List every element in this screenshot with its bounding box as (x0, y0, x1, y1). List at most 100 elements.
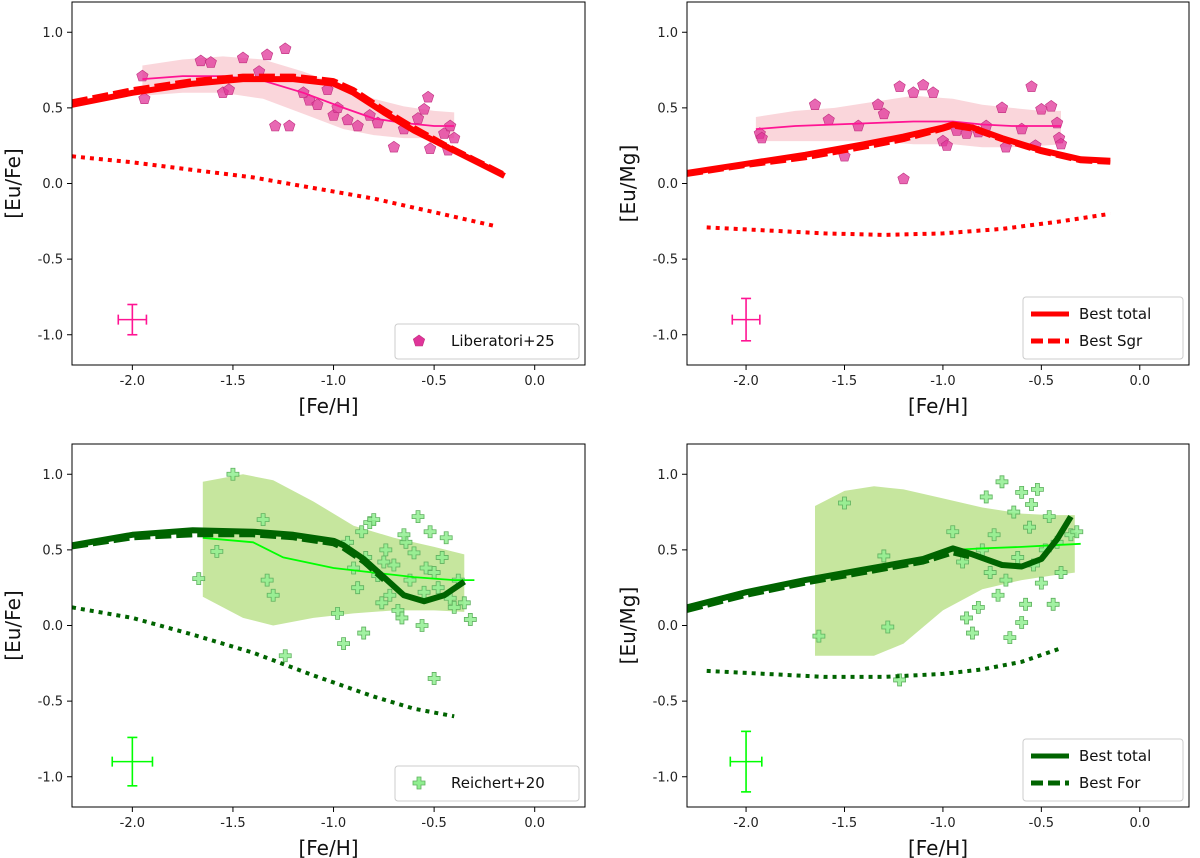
data-point (194, 54, 207, 67)
data-point (435, 551, 449, 564)
y-tick-label: 0.5 (42, 101, 63, 116)
x-tick-label: -1.5 (220, 374, 245, 389)
plot-area (72, 42, 506, 228)
x-axis-label: [Fe/H] (908, 394, 968, 418)
data-point (1023, 520, 1036, 534)
data-point (1007, 505, 1021, 519)
data-point (415, 619, 429, 632)
y-tick-label: 0.0 (42, 619, 63, 634)
series-line-dotted (72, 154, 495, 228)
data-point (755, 131, 768, 144)
y-tick-label: 0.5 (657, 543, 678, 558)
series-line-dotted (72, 605, 455, 719)
data-point (463, 613, 477, 626)
x-tick-label: -2.0 (733, 816, 758, 831)
panel-top-left: -2.0 -1.5 -1.0 -0.5 0.0 -1.0 -0.5 0.0 0.5 1.0 [Fe/… (1, 1, 586, 418)
series-line-dotted (706, 646, 1062, 679)
y-tick-label: -1.0 (653, 328, 678, 343)
data-point (881, 620, 895, 634)
series-line-solid (72, 76, 506, 179)
x-tick-label: -2.0 (733, 374, 758, 389)
y-tick-label: -0.5 (38, 253, 63, 268)
obs-trend-line (755, 120, 1061, 130)
data-point (907, 86, 920, 98)
series-line-dashed (72, 532, 386, 582)
y-tick-label: 0.0 (657, 177, 678, 192)
data-point (337, 637, 350, 651)
obs-trend-line (952, 542, 1081, 551)
data-point (1046, 597, 1060, 611)
data-point (399, 535, 413, 549)
x-axis-label: [Fe/H] (298, 394, 358, 418)
x-tick-label: 0.0 (524, 816, 545, 831)
data-point (897, 172, 910, 185)
data-point (1015, 616, 1029, 629)
y-tick-label: 0.0 (657, 619, 678, 634)
y-tick-label: 0.5 (42, 543, 63, 558)
data-point (808, 98, 822, 110)
data-point (423, 525, 437, 539)
data-point (983, 566, 997, 579)
data-point (439, 531, 453, 545)
data-point (991, 588, 1005, 602)
x-tick-label: -0.5 (1029, 816, 1054, 831)
data-point (341, 113, 354, 126)
x-tick-label: -1.0 (930, 816, 955, 831)
data-point (351, 119, 364, 132)
obs-trend-line (202, 536, 475, 581)
y-axis-label: [Eu/Mg] (616, 145, 640, 223)
series-line-dashed (72, 73, 506, 177)
y-tick-label: 1.0 (42, 26, 63, 41)
data-point (1045, 100, 1058, 112)
legend-label: Best Sgr (1079, 332, 1143, 350)
data-point (411, 510, 425, 523)
series-line-dashed (687, 550, 974, 613)
legend-label: Best total (1079, 747, 1151, 765)
x-tick-label: -1.5 (832, 816, 857, 831)
y-axis-label: [Eu/Mg] (616, 587, 640, 665)
data-point (995, 475, 1009, 489)
data-point (877, 107, 890, 120)
data-point (979, 490, 993, 504)
data-point (448, 131, 461, 144)
data-point (1025, 498, 1038, 511)
y-axis-label: [Eu/Fe] (1, 148, 25, 218)
data-point (269, 119, 282, 132)
data-point (960, 611, 973, 625)
x-tick-label: 0.0 (524, 374, 545, 389)
data-point (893, 673, 907, 687)
y-tick-label: 1.0 (657, 26, 678, 41)
y-tick-label: -0.5 (653, 695, 678, 710)
y-tick-label: 1.0 (657, 468, 678, 483)
legend-label: Liberatori+25 (451, 332, 555, 350)
data-point (283, 119, 296, 132)
panel-bottom-left: -2.0 -1.5 -1.0 -0.5 0.0 -1.0 -0.5 0.0 0.5 1.0 [Fe/… (1, 443, 586, 858)
data-point (1054, 137, 1068, 150)
data-point (424, 142, 437, 154)
data-point (347, 561, 361, 575)
data-point (279, 42, 292, 55)
data-point (1003, 631, 1017, 644)
data-point (418, 103, 431, 115)
y-tick-label: -1.0 (38, 328, 63, 343)
data-point (966, 626, 979, 640)
data-point (1034, 576, 1048, 590)
data-point (427, 672, 441, 685)
x-axis-label: [Fe/H] (298, 836, 358, 858)
data-point (367, 513, 381, 527)
data-point (383, 588, 397, 602)
data-point (999, 573, 1013, 587)
legend-label: Reichert+20 (451, 774, 545, 792)
y-tick-label: -0.5 (38, 695, 63, 710)
errorbar (731, 297, 761, 342)
data-point (261, 48, 274, 61)
data-point (1015, 486, 1029, 499)
data-point (355, 525, 369, 539)
data-point (256, 513, 270, 527)
data-point (260, 573, 274, 587)
data-point (395, 611, 409, 625)
obs-trend-line (142, 75, 455, 127)
x-tick-label: -0.5 (1029, 374, 1054, 389)
plot-area (687, 475, 1084, 687)
data-point (192, 572, 206, 586)
